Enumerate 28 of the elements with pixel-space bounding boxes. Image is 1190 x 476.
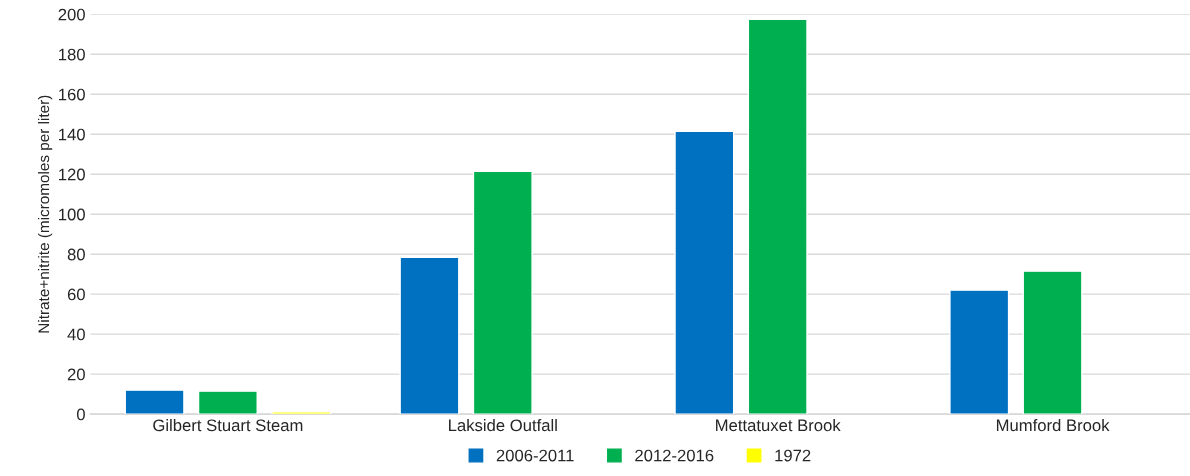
y-tick-label: 40	[67, 328, 85, 341]
legend-label: 2012-2016	[635, 449, 714, 462]
bar	[747, 18, 808, 415]
y-tick-label: 20	[67, 368, 85, 381]
x-tick-label: Mettatuxet Brook	[716, 418, 841, 432]
y-axis-title: Nitrate+nitrite (micromoles per liter)	[37, 95, 53, 333]
bar	[271, 411, 332, 415]
y-tick-label: 200	[58, 8, 85, 21]
bar	[124, 389, 185, 415]
y-tick-label: 60	[67, 288, 85, 301]
bar	[674, 130, 735, 415]
bar	[399, 256, 460, 415]
legend-label: 2006-2011	[496, 449, 574, 462]
y-tick-label: 0	[76, 408, 85, 421]
bar	[197, 390, 258, 415]
x-tick-label: Gilbert Stuart Steam	[153, 418, 303, 432]
bar	[949, 289, 1010, 415]
bar	[472, 170, 533, 415]
y-tick-label: 80	[67, 248, 85, 261]
y-tick-label: 100	[59, 208, 85, 221]
y-tick-label: 160	[59, 88, 85, 101]
legend-label: 1972	[775, 449, 811, 462]
y-tick-label: 180	[59, 48, 85, 61]
y-tick-label: 120	[59, 168, 85, 181]
x-tick-label: Lakside Outfall	[449, 418, 557, 432]
y-tick-label: 140	[59, 128, 85, 141]
bar	[1022, 270, 1083, 415]
x-tick-label: Mumford Brook	[996, 418, 1110, 432]
